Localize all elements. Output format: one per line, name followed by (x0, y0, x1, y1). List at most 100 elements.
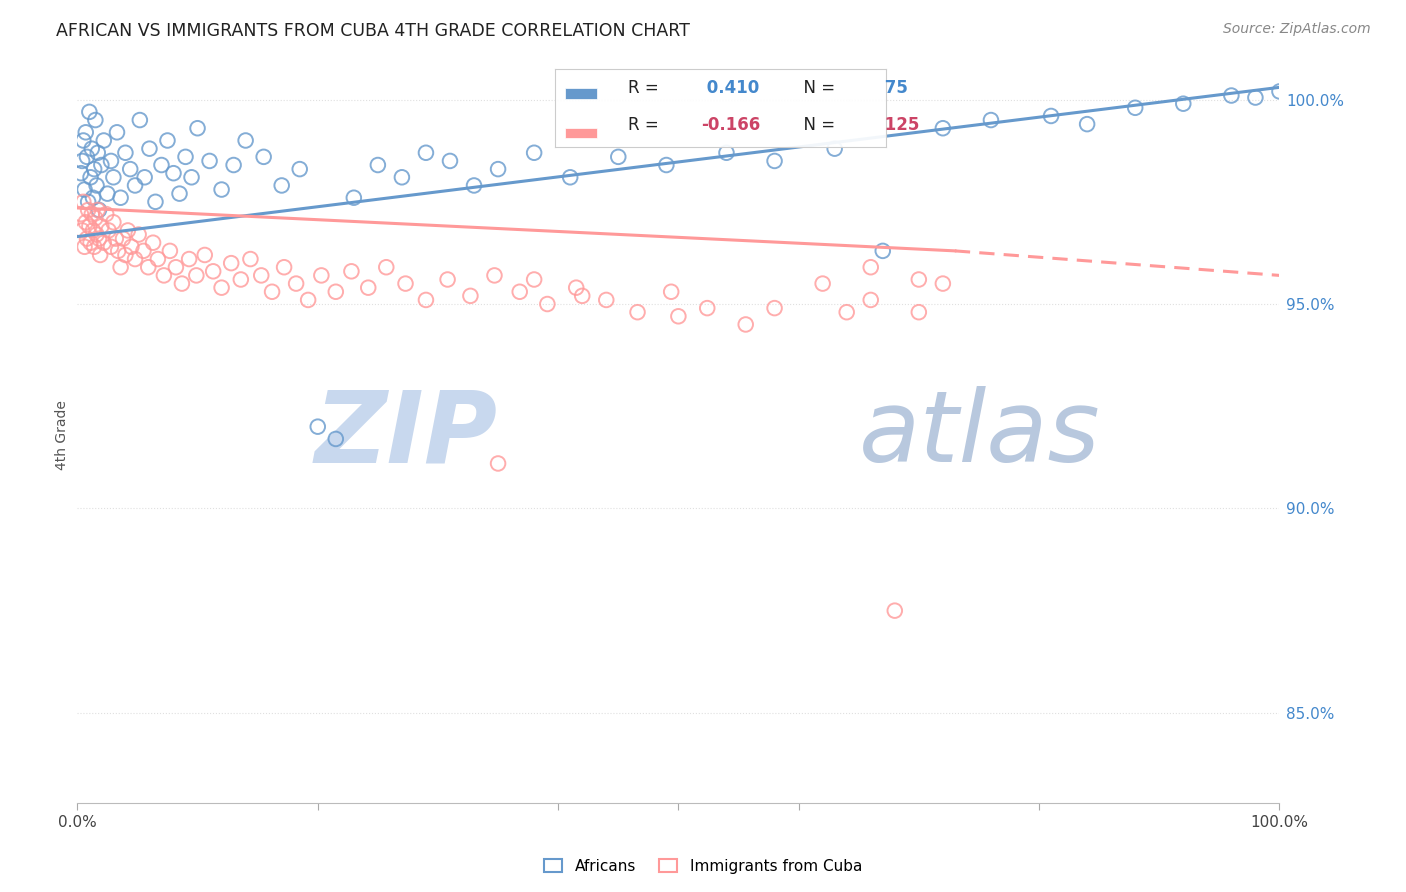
Point (76, 232, 98, 246)
Point (97, 223, 120, 237)
Point (120, 162, 142, 177)
Point (83, 240, 105, 254)
Point (486, 162, 509, 177)
Point (626, 305, 648, 319)
Text: 0.410: 0.410 (700, 79, 759, 97)
Point (73, 183, 96, 197)
Point (436, 272, 458, 286)
Point (186, 268, 208, 283)
Point (202, 264, 225, 278)
Text: 125: 125 (879, 116, 920, 134)
Point (103, 170, 125, 185)
Point (142, 235, 165, 250)
Point (391, 170, 413, 185)
Point (70, 207, 93, 221)
Point (509, 285, 531, 299)
Point (659, 285, 682, 299)
Point (415, 145, 437, 160)
Point (90, 158, 112, 172)
Point (932, 121, 955, 136)
Point (70, 153, 93, 168)
Point (859, 260, 882, 275)
Point (86, 227, 108, 242)
Point (908, 272, 931, 286)
Point (325, 432, 347, 446)
Point (198, 153, 221, 168)
Point (285, 277, 308, 291)
Point (72, 134, 94, 148)
Point (169, 186, 191, 201)
Point (93, 235, 115, 250)
Point (211, 183, 233, 197)
Point (835, 305, 858, 319)
Point (824, 142, 846, 156)
Point (367, 158, 389, 172)
Text: AFRICAN VS IMMIGRANTS FROM CUBA 4TH GRADE CORRELATION CHART: AFRICAN VS IMMIGRANTS FROM CUBA 4TH GRAD… (56, 22, 690, 40)
Point (84, 211, 107, 226)
Text: -0.166: -0.166 (700, 116, 761, 134)
Point (270, 178, 292, 193)
Point (696, 301, 718, 315)
Point (763, 301, 786, 315)
Point (439, 153, 461, 168)
Point (120, 240, 142, 254)
Point (180, 170, 202, 185)
Point (859, 293, 882, 307)
Point (73, 240, 96, 254)
Point (288, 162, 311, 177)
Text: atlas: atlas (859, 386, 1101, 483)
Point (83, 162, 105, 177)
Point (460, 289, 482, 303)
Point (80, 142, 103, 156)
Point (1220, 88, 1243, 103)
Point (297, 293, 319, 307)
Point (79, 170, 101, 185)
Point (82, 223, 104, 237)
Point (170, 277, 193, 291)
Point (415, 293, 437, 307)
Point (87, 202, 110, 217)
Point (523, 272, 546, 286)
Point (1244, 90, 1267, 104)
Point (716, 145, 738, 160)
Point (70, 223, 93, 237)
Point (211, 281, 233, 295)
Point (114, 248, 136, 262)
Point (89, 248, 111, 262)
Point (90, 219, 112, 234)
Point (174, 150, 197, 164)
Legend: Africans, Immigrants from Cuba: Africans, Immigrants from Cuba (538, 853, 868, 880)
Point (82, 191, 104, 205)
Point (96, 186, 118, 201)
Point (136, 260, 159, 275)
Point (908, 305, 931, 319)
Point (77, 202, 100, 217)
Point (343, 191, 366, 205)
Point (1040, 109, 1063, 123)
Point (76, 150, 98, 164)
Point (75, 125, 97, 139)
Text: N =: N = (793, 116, 841, 134)
Point (668, 310, 690, 324)
Point (146, 252, 169, 266)
Point (138, 142, 160, 156)
Point (128, 227, 150, 242)
Point (124, 252, 146, 266)
Point (811, 277, 834, 291)
Text: R =: R = (628, 79, 664, 97)
Point (273, 260, 295, 275)
FancyBboxPatch shape (565, 88, 598, 98)
Text: ZIP: ZIP (315, 386, 498, 483)
Point (607, 150, 630, 164)
Point (222, 158, 245, 172)
Point (79, 104, 101, 119)
Point (655, 158, 678, 172)
Point (128, 113, 150, 128)
Point (150, 158, 173, 172)
Point (156, 134, 179, 148)
Point (235, 134, 257, 148)
Point (159, 244, 181, 258)
Text: R =: R = (628, 116, 664, 134)
Point (484, 268, 506, 283)
Point (79, 219, 101, 234)
